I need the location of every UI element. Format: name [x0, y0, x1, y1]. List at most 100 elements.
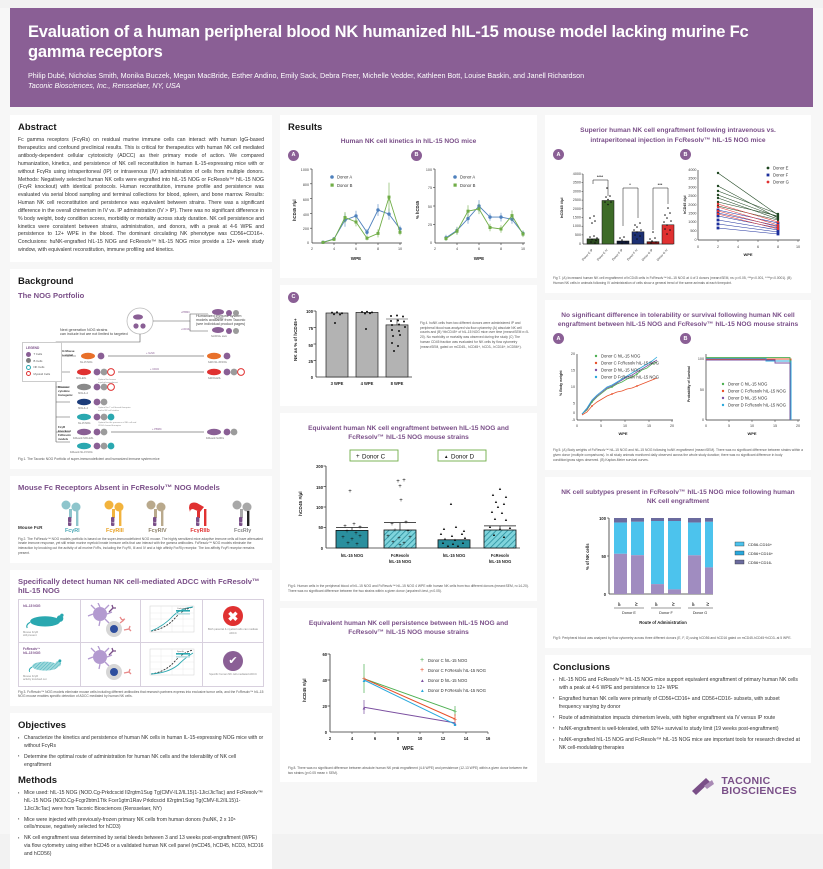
svg-text:20: 20 — [322, 704, 327, 709]
svg-text:+: + — [402, 541, 406, 547]
fig4a-legend-donor-a: Donor A — [337, 174, 352, 179]
fig8-legend-0: Donor C hIL-15 NOG — [428, 658, 467, 663]
adcc-result-1: Both parental & myeloid cells can mediat… — [207, 628, 259, 635]
svg-text:10: 10 — [796, 245, 800, 249]
affiliation: Taconic Biosciences, Inc., Rensselaer, N… — [28, 81, 181, 91]
fig7-title: Superior human NK cell engraftment follo… — [580, 127, 776, 144]
svg-text:200: 200 — [303, 227, 309, 231]
adcc-model-label-1: hIL-15 NOG — [23, 603, 41, 608]
fcr-row-label: Mouse FcR — [18, 524, 43, 530]
svg-text:0: 0 — [702, 418, 704, 422]
fig6-xtick-2a: FcResolv — [391, 553, 410, 558]
svg-text:huCD34+ stem: huCD34+ stem — [211, 335, 227, 338]
svg-text:hCD45 #/µl: hCD45 #/µl — [302, 678, 307, 702]
svg-text:8: 8 — [377, 247, 379, 251]
fceri-label: FcεRIγ — [234, 527, 252, 534]
fcr-item-fceri: FcγR FcεRIγ — [226, 500, 260, 534]
svg-text:1500: 1500 — [573, 216, 581, 220]
svg-text:Next generation NOG strains: Next generation NOG strains — [60, 328, 107, 332]
svg-text:+: + — [358, 534, 362, 540]
svg-text:knockout: knockout — [58, 429, 71, 433]
fig6-caption: Fig 6. Human cells in the peripheral blo… — [288, 584, 529, 594]
svg-text:hIL-15 NOG: hIL-15 NOG — [78, 423, 91, 425]
svg-text:cytokine: cytokine — [58, 389, 70, 393]
methods-heading: Methods — [18, 775, 58, 787]
fig5b-survival-chart: 100 50 0 0 5 10 15 20 — [687, 354, 800, 436]
fig4-panel-b: B 100 75 50 25 0 — [411, 149, 531, 271]
svg-text:6: 6 — [478, 247, 480, 251]
fig4b-line-chart: 100 75 50 25 0 2 4 6 8 — [415, 168, 525, 261]
svg-text:Two-signal: Two-signal — [58, 353, 73, 357]
svg-text:100: 100 — [698, 357, 704, 361]
adcc-row-fcresolv: FcResolv™ hIL-15 NOG Mouse FcγR activity… — [19, 642, 263, 686]
svg-text:500: 500 — [690, 229, 696, 233]
svg-text:Donor F IV: Donor F IV — [626, 248, 639, 261]
svg-text:5: 5 — [600, 424, 602, 428]
abstract-text: Fc gamma receptors (FcγRs) on residual m… — [18, 137, 264, 253]
legend-item-nk-cells: NK Cells — [26, 364, 58, 370]
page-title: Evaluation of a human peripheral blood N… — [28, 23, 749, 62]
svg-text:8: 8 — [397, 736, 400, 741]
svg-text:▲: ▲ — [462, 528, 466, 533]
nog-legend: LEGEND T Cells B Cells NK Cells — [22, 341, 62, 382]
fig5b-legend-1: Donor C FcResolv hIL-15 NOG — [728, 389, 786, 394]
mouse-icon-1 — [26, 613, 64, 629]
fig6-xtick-4b: hIL-15 NOG — [489, 559, 512, 564]
svg-text:▲: ▲ — [493, 516, 497, 521]
panel-badge-b: B — [411, 149, 422, 161]
fig6-xtick-4a: FcResolv — [491, 553, 510, 558]
fig4c-xtick-4wpe: 4 WPE — [361, 381, 374, 386]
svg-text:▲: ▲ — [456, 543, 460, 548]
svg-text:0: 0 — [697, 245, 699, 249]
fig9-legend-0: CD56-CD16+ — [748, 542, 773, 547]
svg-text:models available from Taconic: models available from Taconic — [196, 318, 245, 322]
fcgriib-icon: FcγR — [189, 502, 207, 526]
nog-diagram-svg: Next generation NOG strains can include … — [55, 307, 245, 454]
fig1-caption: Fig 1. The Taconic NOG Portfolio of supe… — [18, 456, 160, 461]
svg-text:WPE: WPE — [747, 431, 756, 436]
svg-text:CD34+ based therapies: CD34+ based therapies — [98, 424, 122, 427]
fig6-xtick-3: hIL-15 NOG — [443, 553, 466, 558]
svg-text:+: + — [397, 536, 401, 542]
svg-text:Optimal for human: Optimal for human — [98, 378, 117, 381]
fcgri-icon: FcγR — [61, 500, 81, 526]
svg-text:150: 150 — [316, 485, 324, 490]
fig4c-xtick-8wpe: 8 WPE — [391, 381, 404, 386]
svg-text:0: 0 — [579, 242, 581, 246]
fig8-legend-1: Donor C FcResolv hIL-15 NOG — [428, 668, 486, 673]
svg-text:▲: ▲ — [460, 531, 464, 536]
svg-text:▲: ▲ — [491, 492, 495, 497]
svg-text:10: 10 — [418, 736, 423, 741]
fcgriib-label: FcγRIIb — [190, 527, 210, 534]
svg-text:▲: ▲ — [454, 524, 458, 529]
svg-text:FcγR: FcγR — [196, 522, 202, 524]
svg-text:FcγR: FcγR — [58, 425, 66, 429]
fcgriii-icon: FcγR — [104, 500, 124, 526]
svg-text:NOG Mouse: NOG Mouse — [58, 349, 75, 353]
legend-swatch-nk-cells — [26, 364, 31, 370]
svg-text:15: 15 — [647, 424, 651, 428]
svg-text:3500: 3500 — [688, 177, 696, 181]
svg-text:14: 14 — [464, 736, 469, 741]
svg-text:+: + — [352, 522, 356, 528]
svg-text:1000: 1000 — [688, 220, 696, 224]
svg-text:▲: ▲ — [504, 517, 508, 522]
legend-item-t-cells: T Cells — [26, 351, 58, 357]
svg-text:+ CD34: + CD34 — [150, 367, 159, 371]
fig9-xtick-e-ip: IP — [618, 602, 622, 606]
svg-text:NOG-IL-2: NOG-IL-2 — [78, 393, 89, 395]
svg-text:FcγR: FcγR — [238, 522, 244, 524]
fig7b-legend-donor-f: Donor F — [773, 173, 789, 178]
adcc-plot-2: Specific — [149, 648, 194, 676]
svg-text:▲: ▲ — [453, 537, 457, 542]
fig8-legend-2: Donor D hIL-15 NOG — [428, 678, 467, 683]
fig4c-xtick-3wpe: 3 WPE — [331, 381, 344, 386]
svg-text:▲: ▲ — [443, 536, 447, 541]
fig6-title: Equivalent human NK cell engraftment bet… — [308, 424, 509, 442]
svg-text:and in NK cell studies: and in NK cell studies — [98, 409, 120, 412]
panel-badge-a-fig7: A — [553, 149, 564, 161]
fcr-item-fcgriii: FcγR FcγRIII — [98, 500, 132, 534]
svg-text:20: 20 — [670, 424, 674, 428]
svg-text:▲: ▲ — [490, 509, 494, 514]
